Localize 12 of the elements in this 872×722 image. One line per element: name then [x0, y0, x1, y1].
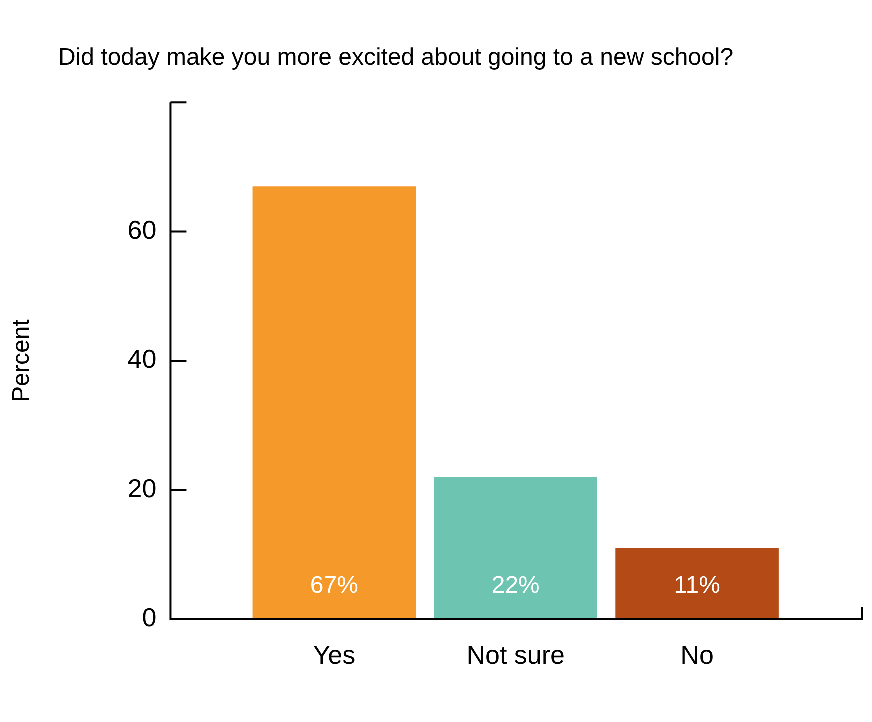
y-axis-title: Percent — [8, 319, 36, 402]
x-tick-label: Yes — [313, 640, 356, 670]
data-label: 11% — [674, 572, 720, 600]
x-tick-label: No — [680, 640, 714, 670]
chart-title: Did today make you more excited about going to a new school? — [58, 44, 734, 71]
y-tick-label: 0 — [142, 602, 157, 633]
y-tick-label: 40 — [128, 344, 157, 374]
data-label: 22% — [492, 572, 540, 600]
y-tick-label: 60 — [128, 214, 157, 245]
x-tick-label: Not sure — [466, 640, 565, 670]
data-label: 67% — [310, 572, 358, 600]
y-tick-label: 20 — [128, 473, 157, 504]
